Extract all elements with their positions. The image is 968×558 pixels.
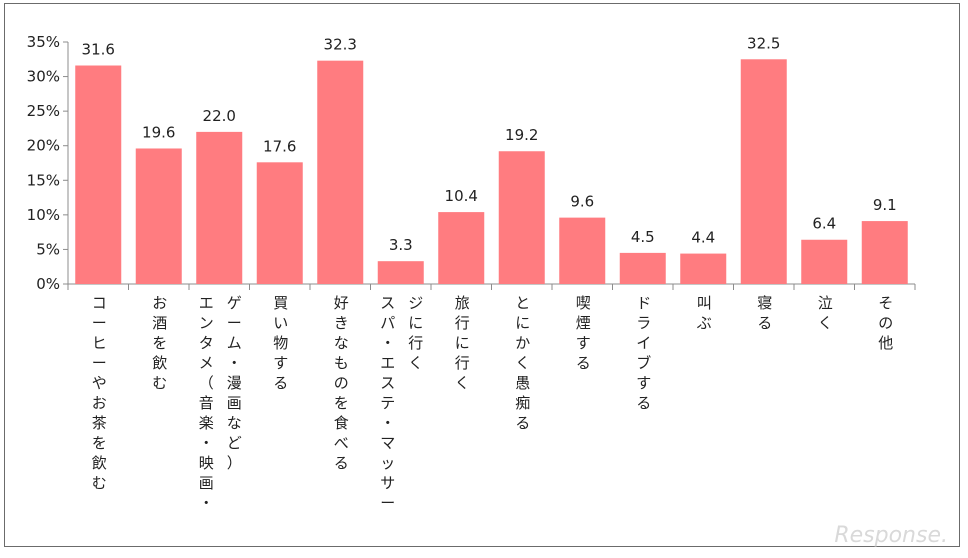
y-tick-label: 35% xyxy=(27,33,60,51)
category-label: 泣く xyxy=(818,294,833,332)
category-label: その他 xyxy=(878,294,893,352)
watermark-logo: Response. xyxy=(834,523,948,548)
data-label: 19.6 xyxy=(142,123,175,141)
category-label: 買い物する xyxy=(273,294,288,392)
data-label: 3.3 xyxy=(389,236,413,254)
bar[interactable] xyxy=(256,162,303,284)
y-tick-label: 5% xyxy=(36,240,60,258)
category-label: ジに行く xyxy=(408,294,423,372)
bar[interactable] xyxy=(559,217,606,284)
bar[interactable] xyxy=(196,131,243,284)
bar[interactable] xyxy=(619,252,666,284)
y-tick-label: 15% xyxy=(27,171,60,189)
bar[interactable] xyxy=(438,212,485,284)
y-tick-label: 25% xyxy=(27,102,60,120)
data-label: 32.5 xyxy=(747,34,780,52)
bar[interactable] xyxy=(135,148,182,284)
data-label: 17.6 xyxy=(263,137,296,155)
data-label: 10.4 xyxy=(445,187,478,205)
y-tick-label: 30% xyxy=(27,68,60,86)
category-label: 好きなものを食べる xyxy=(334,294,349,472)
bar[interactable] xyxy=(75,65,122,284)
data-label: 19.2 xyxy=(505,126,538,144)
category-label: コーヒーやお茶を飲む xyxy=(92,294,107,492)
category-label: お酒を飲む xyxy=(152,294,167,392)
bar[interactable] xyxy=(740,59,787,285)
data-label: 9.1 xyxy=(873,196,897,214)
y-tick-label: 0% xyxy=(36,275,60,293)
category-label: ゲーム・漫画など） xyxy=(227,294,242,472)
bar[interactable] xyxy=(801,239,848,284)
bar[interactable] xyxy=(861,221,908,284)
data-label: 22.0 xyxy=(203,107,236,125)
category-label: スパ・エステ・マッサー xyxy=(380,294,395,512)
bar[interactable] xyxy=(498,151,545,284)
bar[interactable] xyxy=(377,261,424,284)
category-label: エンタメ（音楽・映画・ xyxy=(199,294,214,512)
category-label: 叫ぶ xyxy=(697,294,712,332)
category-label: 旅行に行く xyxy=(455,294,470,392)
data-label: 32.3 xyxy=(324,36,357,54)
data-label: 9.6 xyxy=(570,193,594,211)
category-label: 寝る xyxy=(757,294,772,332)
y-tick-label: 10% xyxy=(27,206,60,224)
category-label: ドライブする xyxy=(636,294,651,412)
category-label: とにかく愚痴る xyxy=(515,294,530,432)
data-label: 4.5 xyxy=(631,228,655,246)
data-label: 31.6 xyxy=(82,41,115,59)
category-label: 喫煙する xyxy=(576,294,591,372)
data-label: 6.4 xyxy=(812,215,836,233)
bar[interactable] xyxy=(317,60,364,284)
y-tick-label: 20% xyxy=(27,137,60,155)
data-label: 4.4 xyxy=(691,229,715,247)
bar[interactable] xyxy=(680,253,727,284)
